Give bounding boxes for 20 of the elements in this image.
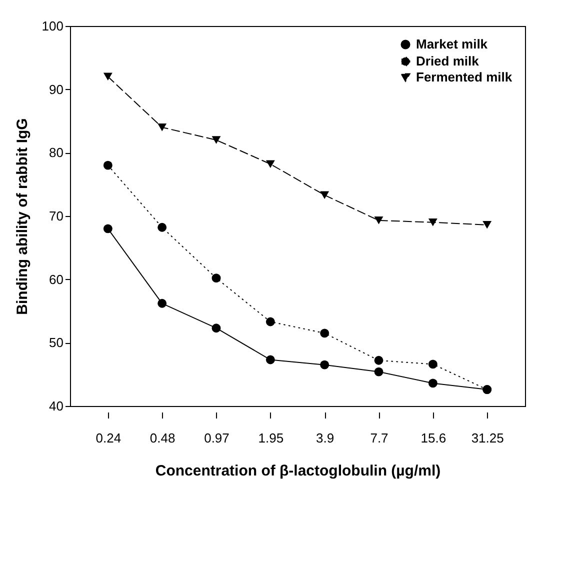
x-tick-label: 0.48: [150, 430, 176, 446]
y-tick-label: 60: [49, 272, 64, 287]
x-tick-label: 1.95: [258, 430, 284, 446]
x-tick-label: 7.7: [370, 430, 388, 446]
x-tick-label: 15.6: [420, 430, 446, 446]
x-axis-title: Concentration of β-lactoglobulin (µg/ml): [155, 462, 441, 480]
y-tick-label: 70: [49, 208, 64, 224]
x-tick-label: 31.25: [471, 430, 504, 446]
x-tick-label: 0.24: [96, 430, 122, 446]
y-tick-label: 40: [49, 398, 64, 414]
x-tick-label: 3.9: [316, 430, 334, 446]
legend-label: Market milk: [416, 36, 488, 52]
y-tick-label: 50: [49, 335, 64, 350]
y-tick-label: 90: [49, 82, 64, 97]
legend-label: Fermented milk: [416, 70, 513, 84]
y-tick-label: 80: [49, 145, 64, 160]
legend-label: Dried milk: [416, 54, 480, 68]
x-tick-label: 0.97: [204, 430, 230, 446]
y-tick-label: 100: [42, 18, 64, 34]
y-axis-title: Binding ability of rabbit IgG: [14, 118, 31, 315]
